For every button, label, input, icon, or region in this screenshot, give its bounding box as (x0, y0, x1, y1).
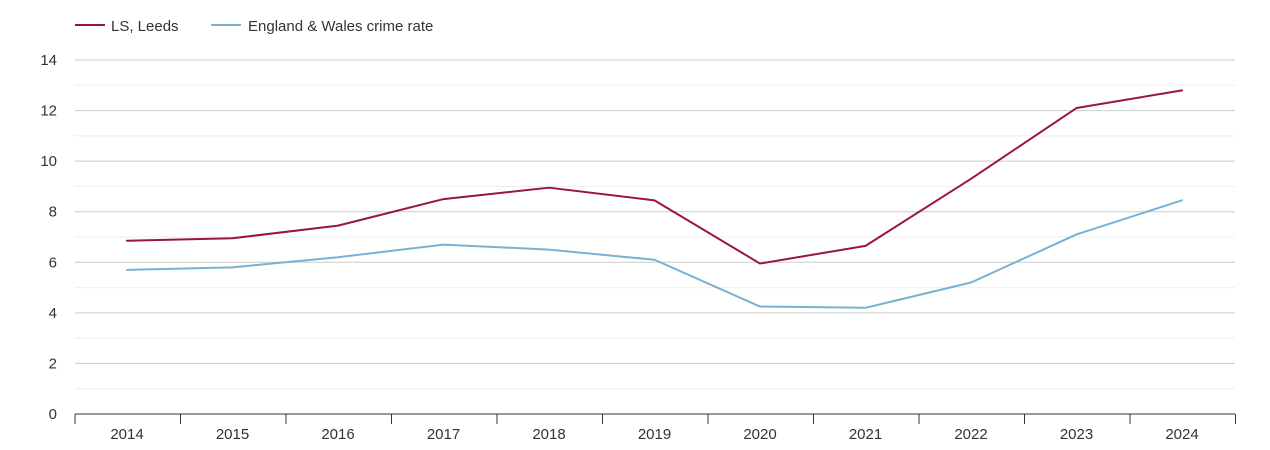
y-tick-label: 10 (40, 153, 57, 170)
legend: LS, Leeds England & Wales crime rate (75, 18, 433, 35)
x-tick-label-2014: 2014 (110, 426, 143, 443)
y-tick-label: 0 (49, 406, 57, 423)
y-tick-label: 8 (49, 204, 57, 221)
y-tick-label: 12 (40, 103, 57, 120)
x-tick-label-2018: 2018 (532, 426, 565, 443)
data-point-england-wales-2020[interactable] (756, 303, 764, 311)
x-tick-label-2015: 2015 (216, 426, 249, 443)
data-point-leeds-2017[interactable] (440, 195, 448, 203)
x-tick-label-2022: 2022 (954, 426, 987, 443)
data-point-england-wales-2015[interactable] (229, 263, 237, 271)
legend-item-england-wales[interactable]: England & Wales crime rate (211, 18, 433, 35)
data-point-leeds-2014[interactable] (123, 237, 131, 245)
y-tick-label: 6 (49, 254, 57, 271)
data-point-leeds-2021[interactable] (862, 242, 870, 250)
data-point-england-wales-2014[interactable] (123, 266, 131, 274)
data-point-leeds-2019[interactable] (651, 196, 659, 204)
data-point-england-wales-2022[interactable] (967, 279, 975, 287)
x-tick-label-2024: 2024 (1165, 426, 1198, 443)
data-point-leeds-2016[interactable] (334, 222, 342, 230)
legend-label-leeds: LS, Leeds (111, 18, 179, 35)
data-point-england-wales-2018[interactable] (545, 246, 553, 254)
x-tick-label-2016: 2016 (321, 426, 354, 443)
data-point-leeds-2022[interactable] (967, 175, 975, 183)
x-tick-label-2017: 2017 (427, 426, 460, 443)
data-point-leeds-2023[interactable] (1073, 104, 1081, 112)
data-point-england-wales-2021[interactable] (862, 304, 870, 312)
data-point-leeds-2020[interactable] (756, 260, 764, 268)
data-point-leeds-2015[interactable] (229, 234, 237, 242)
legend-item-leeds[interactable]: LS, Leeds (75, 18, 179, 35)
x-tick-label-2023: 2023 (1060, 426, 1093, 443)
data-point-england-wales-2019[interactable] (651, 256, 659, 264)
y-tick-label: 4 (49, 305, 57, 322)
series-line-leeds[interactable] (126, 89, 1183, 265)
data-point-leeds-2018[interactable] (545, 184, 553, 192)
gridlines (75, 59, 1235, 390)
x-tick-label-2020: 2020 (743, 426, 776, 443)
data-point-england-wales-2024[interactable] (1178, 196, 1186, 204)
data-point-leeds-2024[interactable] (1178, 86, 1186, 94)
series-line-england-wales[interactable] (126, 199, 1183, 309)
legend-label-england-wales: England & Wales crime rate (248, 18, 433, 35)
data-point-england-wales-2017[interactable] (440, 241, 448, 249)
x-tick-label-2019: 2019 (638, 426, 671, 443)
y-tick-label: 2 (49, 355, 57, 372)
x-tick-label-2021: 2021 (849, 426, 882, 443)
axes: 0 2 4 6 8 10 12 14 2014 2015 2016 2017 2018 2019 2020 2… (40, 52, 1236, 443)
series-lines (123, 86, 1186, 312)
data-point-england-wales-2016[interactable] (334, 253, 342, 261)
y-tick-label: 14 (40, 52, 57, 69)
data-point-england-wales-2023[interactable] (1073, 230, 1081, 238)
